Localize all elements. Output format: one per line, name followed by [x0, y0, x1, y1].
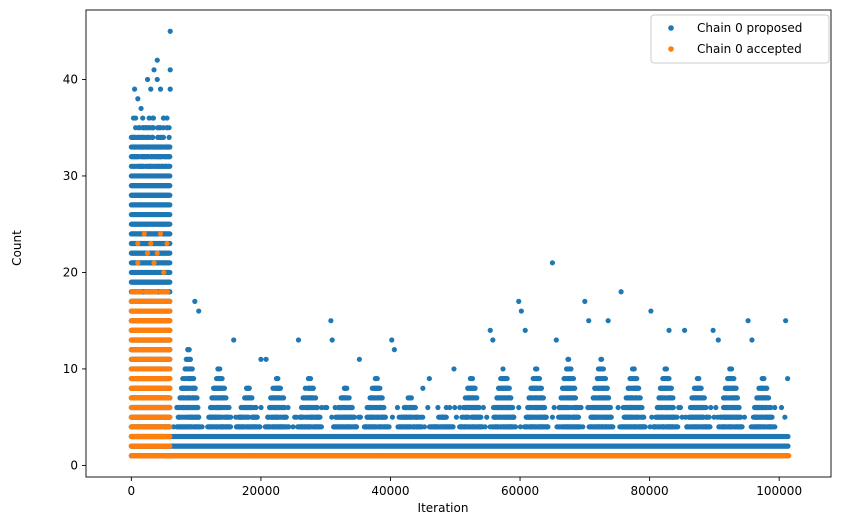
data-point-proposed: [785, 443, 791, 449]
data-point-proposed: [167, 202, 173, 208]
data-point-proposed: [150, 134, 156, 140]
data-point-proposed: [167, 211, 173, 218]
data-point-proposed: [167, 154, 173, 160]
data-point-proposed: [500, 366, 506, 372]
data-point-proposed: [167, 163, 173, 169]
data-point-proposed: [192, 385, 198, 391]
data-point-proposed: [160, 125, 167, 131]
data-point-proposed: [167, 279, 173, 285]
data-point-proposed: [167, 144, 173, 150]
data-point-proposed: [602, 375, 609, 382]
data-point-proposed: [146, 115, 152, 121]
data-point-proposed: [246, 385, 252, 391]
data-point-proposed: [408, 395, 414, 401]
data-point-proposed: [221, 385, 228, 391]
data-point-proposed: [379, 395, 385, 401]
data-point-proposed: [283, 414, 289, 420]
data-point-proposed: [512, 424, 519, 430]
data-point-proposed: [167, 192, 173, 198]
data-point-proposed: [223, 395, 229, 401]
data-point-proposed: [312, 395, 319, 401]
data-point-proposed: [194, 395, 200, 401]
data-point-proposed: [566, 356, 572, 362]
data-point-proposed: [307, 375, 314, 382]
data-point-proposed: [167, 173, 173, 179]
data-point-proposed: [140, 115, 146, 121]
data-point-proposed: [167, 269, 173, 276]
data-point-proposed: [167, 183, 173, 189]
data-point-proposed: [508, 395, 514, 401]
data-point-proposed: [572, 385, 578, 391]
data-point-proposed: [570, 375, 577, 382]
data-point-proposed: [600, 366, 606, 372]
data-point-proposed: [504, 375, 510, 382]
data-point-proposed: [785, 433, 791, 440]
data-point-proposed: [377, 385, 383, 391]
data-point-proposed: [506, 385, 512, 391]
data-point-proposed: [604, 385, 610, 391]
data-point-proposed: [472, 385, 478, 391]
data-point-proposed: [478, 414, 484, 420]
data-point-proposed: [195, 404, 201, 411]
data-point-proposed: [572, 395, 579, 401]
data-point-proposed: [150, 115, 157, 121]
data-point-proposed: [538, 385, 545, 391]
data-point-proposed: [542, 404, 548, 411]
data-point-proposed: [310, 385, 316, 391]
data-point-proposed: [160, 134, 167, 140]
data-point-proposed: [349, 404, 355, 411]
data-point-proposed: [469, 375, 476, 382]
data-point-proposed: [534, 366, 540, 372]
data-point-proposed: [280, 395, 287, 401]
data-point-proposed: [189, 366, 195, 372]
data-point-proposed: [450, 424, 456, 430]
data-point-proposed: [536, 375, 543, 382]
data-point-proposed: [167, 221, 173, 227]
data-point-proposed: [150, 125, 157, 131]
data-point-proposed: [605, 395, 612, 401]
data-point-proposed: [474, 395, 480, 401]
data-point-proposed: [344, 385, 350, 391]
data-point-proposed: [346, 395, 352, 401]
data-point-proposed: [277, 385, 284, 391]
data-point-proposed: [166, 134, 172, 140]
data-point-proposed: [167, 250, 173, 256]
data-point-proposed: [598, 356, 605, 362]
data-point-proposed: [412, 404, 418, 411]
plot-area: [128, 28, 792, 459]
data-point-proposed: [186, 347, 192, 353]
data-point-proposed: [249, 395, 255, 401]
data-point-proposed: [187, 356, 194, 362]
data-point-proposed: [167, 260, 173, 266]
data-point-proposed: [133, 115, 139, 121]
data-point-proposed: [374, 375, 380, 382]
data-point-proposed: [568, 366, 574, 372]
data-point-proposed: [217, 366, 223, 372]
data-point-proposed: [167, 231, 173, 237]
data-point-proposed: [275, 375, 281, 382]
data-point-proposed: [540, 395, 546, 401]
data-point-proposed: [381, 404, 387, 411]
data-point-proposed: [191, 375, 197, 382]
data-point-proposed: [219, 375, 225, 382]
data-point-proposed: [318, 424, 324, 430]
